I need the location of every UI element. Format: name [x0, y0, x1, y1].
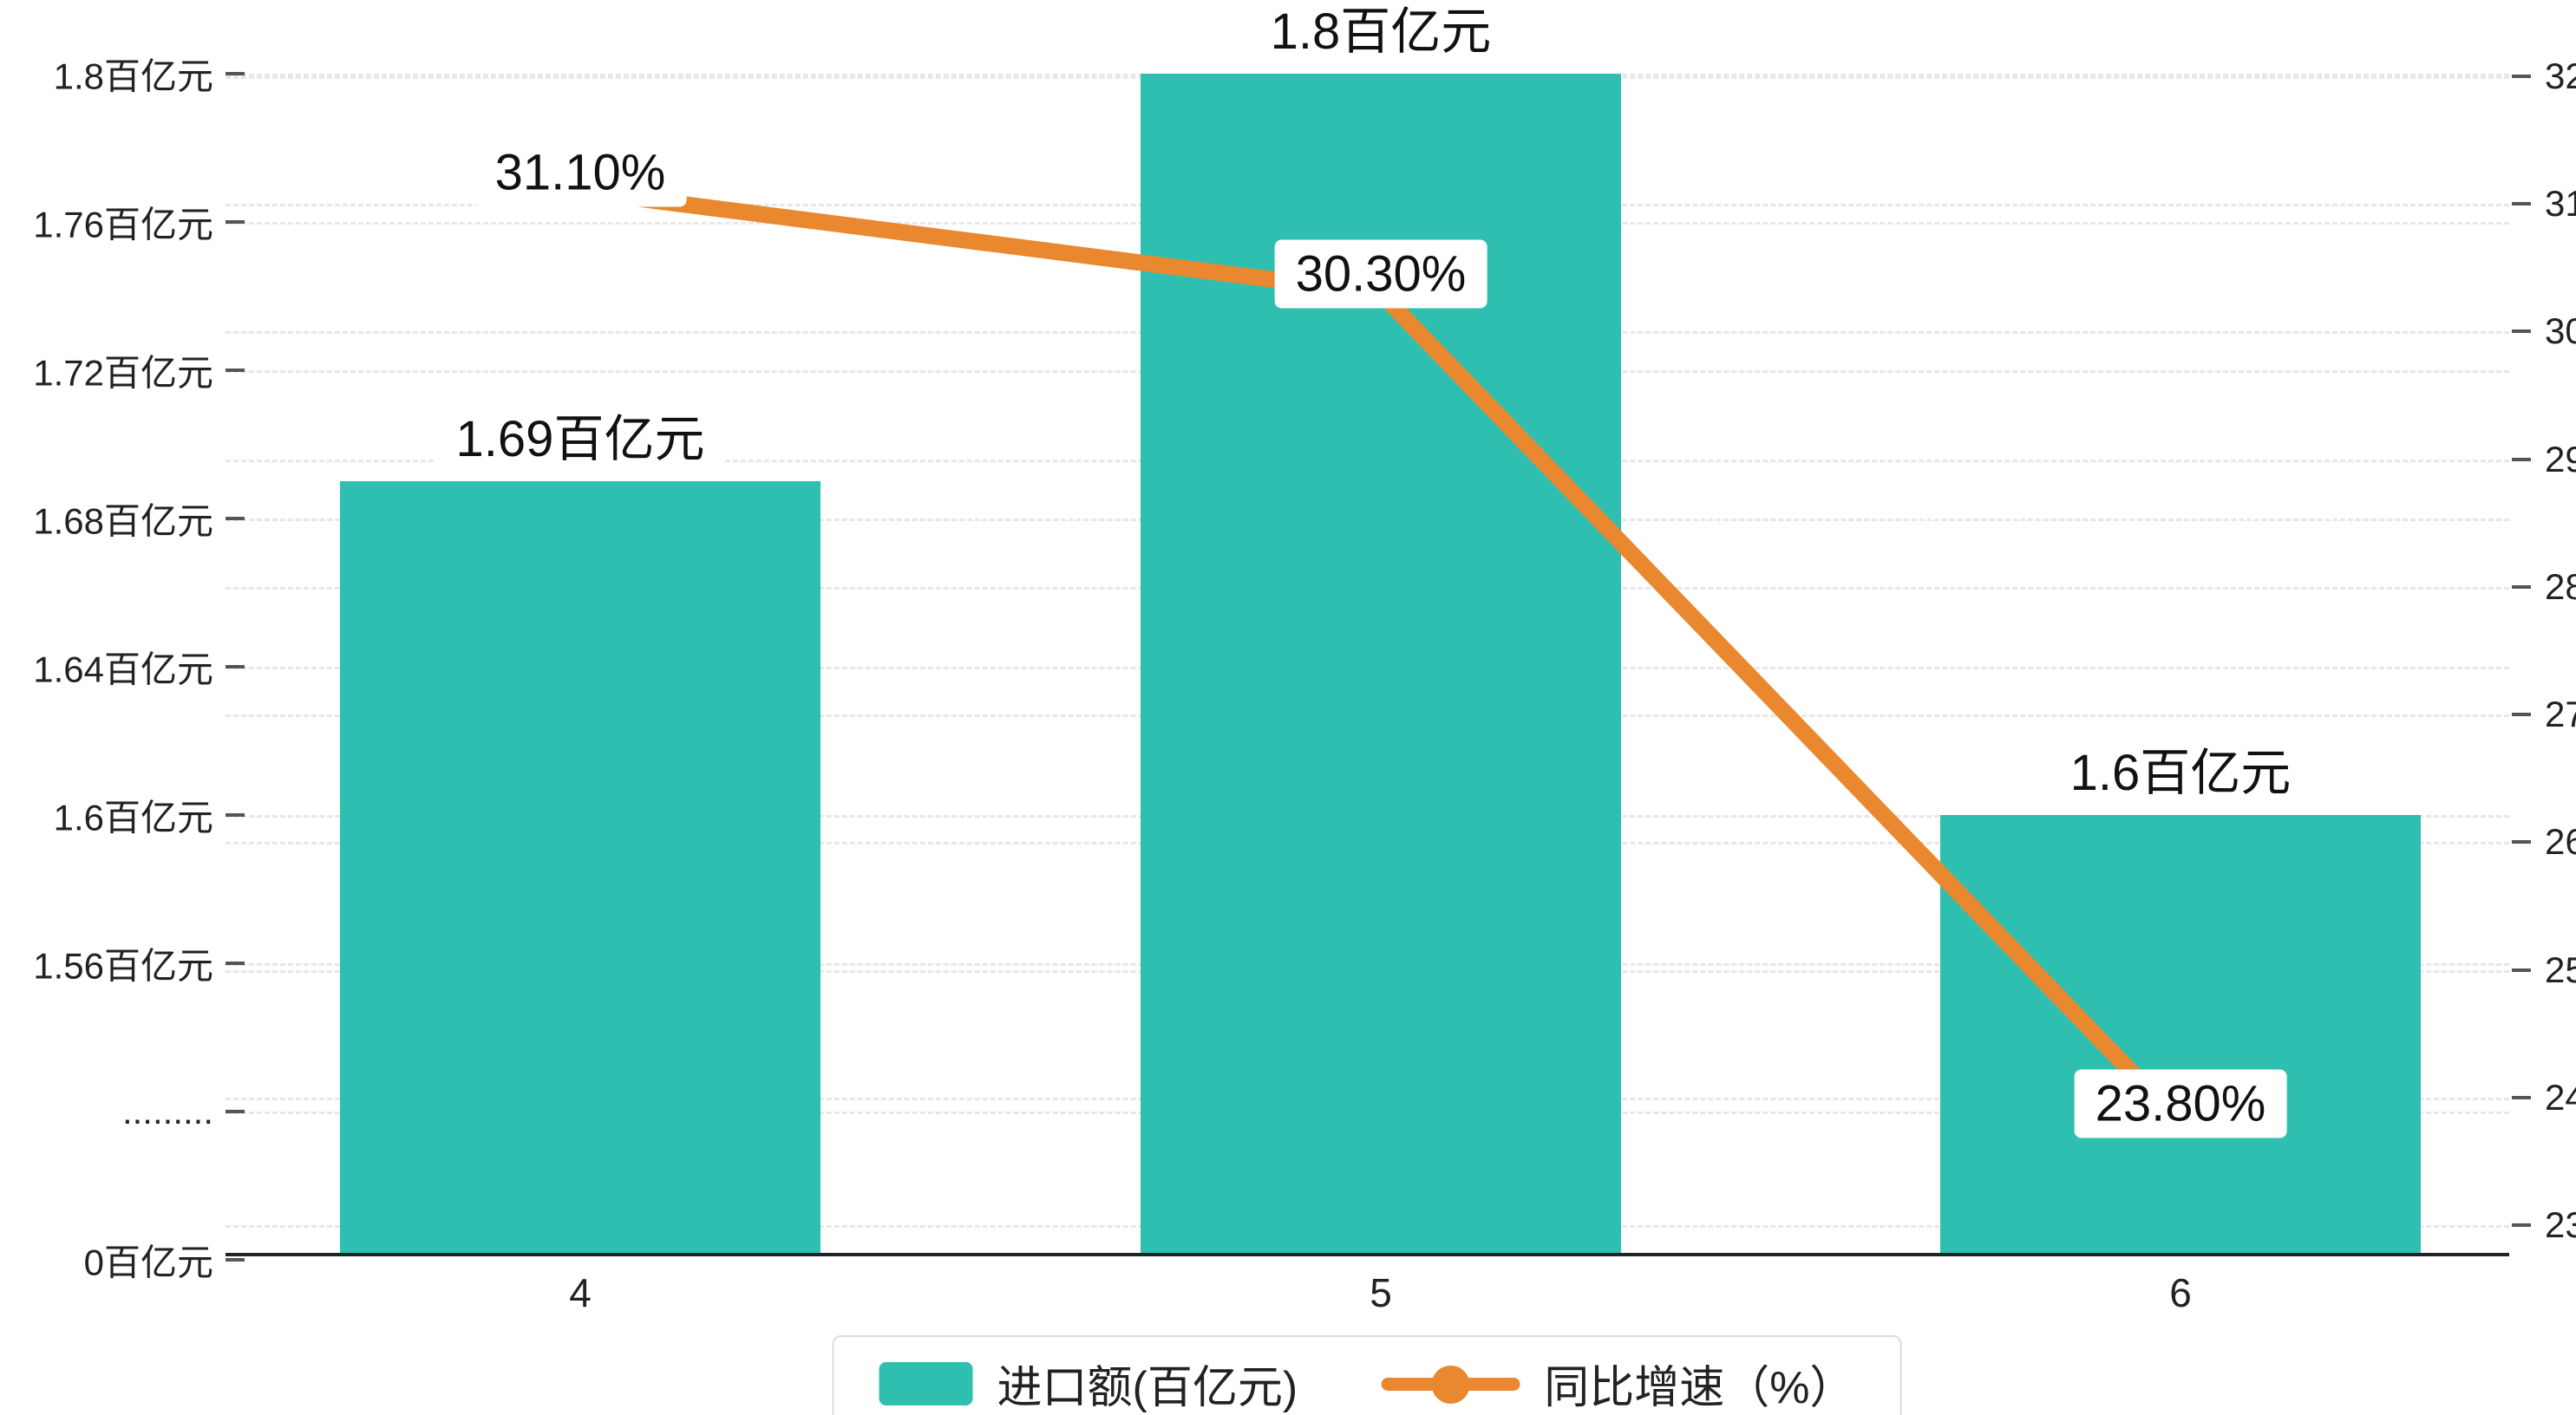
y-axis-left-tick-label: 1.76百亿元 — [33, 204, 213, 245]
y-axis-left-tick-mark — [226, 1258, 245, 1262]
bar-month-6 — [1940, 815, 2421, 1253]
y-axis-left-tick-mark — [226, 665, 245, 668]
line-value-label: 23.80% — [2074, 1069, 2287, 1138]
y-axis-right-tick-label: 30 — [2545, 310, 2576, 352]
y-axis-right-tick-label: 25 — [2545, 949, 2576, 990]
y-axis-right-tick-mark — [2512, 1095, 2531, 1099]
x-axis-category-label: 4 — [569, 1270, 592, 1315]
y-axis-left-tick-label: 1.56百亿元 — [33, 945, 213, 987]
y-axis-left-tick-mark — [226, 813, 245, 817]
y-axis-left-tick-mark — [226, 962, 245, 965]
y-axis-left-tick-label: ......... — [121, 1091, 213, 1131]
y-axis-right-tick-label: 26 — [2545, 821, 2576, 863]
y-axis-right-tick-mark — [2512, 202, 2531, 206]
line-value-label: 31.10% — [474, 138, 687, 206]
y-axis-left-tick-label: 0百亿元 — [83, 1242, 213, 1283]
y-axis-left-tick-mark — [226, 368, 245, 372]
y-axis-right-tick-mark — [2512, 840, 2531, 844]
y-axis-left-tick-mark — [226, 220, 245, 224]
line-series-marker-icon — [1381, 1362, 1520, 1405]
y-axis-right-tick-mark — [2512, 1223, 2531, 1227]
y-axis-right-tick-mark — [2512, 329, 2531, 334]
bar-value-label: 1.8百亿元 — [1249, 0, 1513, 68]
line-value-label: 30.30% — [1274, 239, 1487, 309]
bar-month-4 — [340, 481, 821, 1253]
y-axis-right-tick-label: 32 — [2545, 55, 2576, 96]
y-axis-left-tick-label: 1.64百亿元 — [33, 649, 213, 690]
bar-series-swatch-icon — [879, 1361, 973, 1405]
legend-label-imports: 进口额(百亿元) — [997, 1363, 1298, 1413]
y-axis-right-tick-mark — [2512, 584, 2531, 589]
x-axis-category-label: 5 — [1370, 1270, 1392, 1315]
y-axis-left-tick-label: 1.6百亿元 — [53, 797, 213, 838]
y-axis-left-tick-mark — [226, 72, 245, 75]
y-axis-left-tick-label: 1.8百亿元 — [53, 55, 213, 97]
y-axis-left-tick-label: 1.68百亿元 — [33, 500, 213, 542]
legend-item-imports[interactable]: 进口额(百亿元) — [879, 1351, 1298, 1415]
y-axis-left-tick-label: 1.72百亿元 — [33, 352, 213, 394]
chart-legend: 进口额(百亿元) 同比增速（%） — [832, 1335, 1902, 1415]
y-axis-right-tick-mark — [2512, 75, 2531, 78]
y-axis-right-tick-label: 23 — [2545, 1204, 2576, 1245]
y-axis-right-tick-label: 29 — [2545, 438, 2576, 479]
line-marker-dot — [1431, 1365, 1470, 1404]
y-axis-left-tick-mark — [226, 1110, 245, 1113]
legend-label-growth: 同比增速（%） — [1544, 1363, 1855, 1413]
bar-value-label: 1.6百亿元 — [2049, 727, 2312, 810]
bar-value-label: 1.69百亿元 — [435, 393, 726, 477]
x-axis-category-label: 6 — [2169, 1270, 2192, 1315]
y-axis-right-tick-mark — [2512, 968, 2531, 972]
y-axis-left-tick-mark — [226, 517, 245, 520]
y-axis-right-tick-label: 28 — [2545, 565, 2576, 607]
y-axis-right-tick-mark — [2512, 713, 2531, 717]
legend-item-growth[interactable]: 同比增速（%） — [1381, 1351, 1854, 1415]
y-axis-right-tick-label: 24 — [2545, 1076, 2576, 1118]
x-axis-line — [226, 1253, 2509, 1256]
y-axis-right-tick-label: 27 — [2545, 694, 2576, 735]
y-axis-right-tick-mark — [2512, 457, 2531, 461]
y-axis-right-tick-label: 31 — [2545, 183, 2576, 225]
